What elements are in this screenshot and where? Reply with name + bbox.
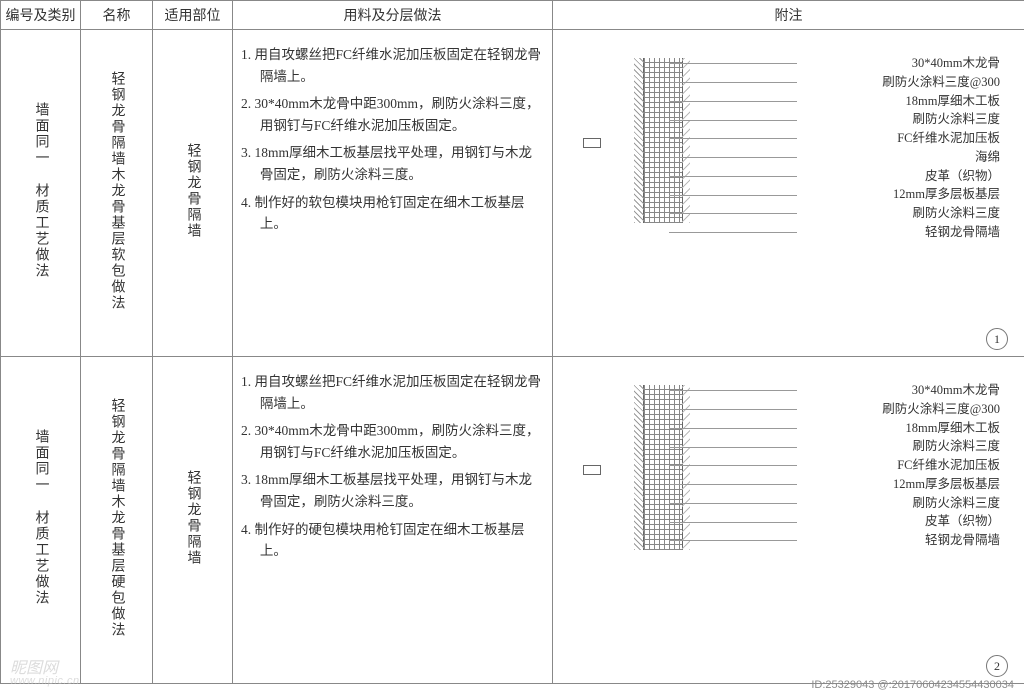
cell-method: 1. 用自攻螺丝把FC纤维水泥加压板固定在轻钢龙骨隔墙上。 2. 30*40mm木… — [233, 30, 553, 357]
cell-name: 轻钢龙骨隔墙木龙骨基层硬包做法 — [81, 357, 153, 684]
table-row: 墙面同一 材质工艺做法轻钢龙骨隔墙木龙骨基层软包做法轻钢龙骨隔墙1. 用自攻螺丝… — [1, 30, 1024, 357]
method-item: 4. 制作好的软包模块用枪钉固定在细木工板基层上。 — [241, 192, 542, 235]
diagram-label: 刷防火涂料三度 — [799, 437, 1004, 456]
name-text: 轻钢龙骨隔墙木龙骨基层软包做法 — [107, 71, 127, 311]
diagram-label: 刷防火涂料三度 — [799, 110, 1004, 129]
scale-box-icon — [583, 138, 601, 148]
cell-category: 墙面同一 材质工艺做法 — [1, 30, 81, 357]
diagram-label: 轻钢龙骨隔墙 — [799, 531, 1004, 550]
scale-box-icon — [583, 465, 601, 475]
section-diagram — [583, 385, 703, 555]
cell-method: 1. 用自攻螺丝把FC纤维水泥加压板固定在轻钢龙骨隔墙上。 2. 30*40mm木… — [233, 357, 553, 684]
name-text: 轻钢龙骨隔墙木龙骨基层硬包做法 — [107, 398, 127, 638]
category-text: 墙面同一 材质工艺做法 — [31, 102, 51, 279]
diagram-label: 刷防火涂料三度 — [799, 494, 1004, 513]
method-item: 1. 用自攻螺丝把FC纤维水泥加压板固定在轻钢龙骨隔墙上。 — [241, 371, 542, 414]
diagram-label: 刷防火涂料三度 — [799, 204, 1004, 223]
method-item: 3. 18mm厚细木工板基层找平处理，用钢钉与木龙骨固定，刷防火涂料三度。 — [241, 142, 542, 185]
diagram-label: FC纤维水泥加压板 — [799, 456, 1004, 475]
cell-note: 30*40mm木龙骨刷防火涂料三度@30018mm厚细木工板刷防火涂料三度FC纤… — [553, 357, 1024, 684]
diagram-label: 18mm厚细木工板 — [799, 92, 1004, 111]
method-list: 1. 用自攻螺丝把FC纤维水泥加压板固定在轻钢龙骨隔墙上。 2. 30*40mm木… — [235, 34, 550, 251]
diagram-label: 30*40mm木龙骨 — [799, 54, 1004, 73]
diagram-label: 30*40mm木龙骨 — [799, 381, 1004, 400]
spec-table: 编号及类别 名称 适用部位 用料及分层做法 附注 墙面同一 材质工艺做法轻钢龙骨… — [0, 0, 1024, 684]
method-item: 2. 30*40mm木龙骨中距300mm，刷防火涂料三度，用钢钉与FC纤维水泥加… — [241, 93, 542, 136]
method-item: 4. 制作好的硬包模块用枪钉固定在细木工板基层上。 — [241, 519, 542, 562]
page-number-badge: 1 — [986, 328, 1008, 350]
th-category: 编号及类别 — [1, 1, 81, 30]
diagram-label: 刷防火涂料三度@300 — [799, 400, 1004, 419]
method-item: 2. 30*40mm木龙骨中距300mm，刷防火涂料三度，用钢钉与FC纤维水泥加… — [241, 420, 542, 463]
diagram-label: 海绵 — [799, 148, 1004, 167]
diagram-label: 18mm厚细木工板 — [799, 419, 1004, 438]
page-number-badge: 2 — [986, 655, 1008, 677]
diagram-label: 皮革（织物） — [799, 512, 1004, 531]
th-part: 适用部位 — [153, 1, 233, 30]
diagram-label: 12mm厚多层板基层 — [799, 475, 1004, 494]
cell-note: 30*40mm木龙骨刷防火涂料三度@30018mm厚细木工板刷防火涂料三度FC纤… — [553, 30, 1024, 357]
diagram-labels: 30*40mm木龙骨刷防火涂料三度@30018mm厚细木工板刷防火涂料三度FC纤… — [799, 54, 1004, 242]
th-name: 名称 — [81, 1, 153, 30]
th-method: 用料及分层做法 — [233, 1, 553, 30]
diagram-label: FC纤维水泥加压板 — [799, 129, 1004, 148]
cell-category: 墙面同一 材质工艺做法 — [1, 357, 81, 684]
diagram-labels: 30*40mm木龙骨刷防火涂料三度@30018mm厚细木工板刷防火涂料三度FC纤… — [799, 381, 1004, 550]
th-note: 附注 — [553, 1, 1024, 30]
table-row: 墙面同一 材质工艺做法轻钢龙骨隔墙木龙骨基层硬包做法轻钢龙骨隔墙1. 用自攻螺丝… — [1, 357, 1024, 684]
diagram-label: 皮革（织物） — [799, 167, 1004, 186]
cell-applicable: 轻钢龙骨隔墙 — [153, 30, 233, 357]
method-list: 1. 用自攻螺丝把FC纤维水泥加压板固定在轻钢龙骨隔墙上。 2. 30*40mm木… — [235, 361, 550, 578]
cell-applicable: 轻钢龙骨隔墙 — [153, 357, 233, 684]
applicable-text: 轻钢龙骨隔墙 — [183, 470, 203, 566]
method-item: 3. 18mm厚细木工板基层找平处理，用钢钉与木龙骨固定，刷防火涂料三度。 — [241, 469, 542, 512]
diagram-label: 刷防火涂料三度@300 — [799, 73, 1004, 92]
section-diagram — [583, 58, 703, 228]
diagram-label: 12mm厚多层板基层 — [799, 185, 1004, 204]
applicable-text: 轻钢龙骨隔墙 — [183, 143, 203, 239]
cell-name: 轻钢龙骨隔墙木龙骨基层软包做法 — [81, 30, 153, 357]
header-row: 编号及类别 名称 适用部位 用料及分层做法 附注 — [1, 1, 1024, 30]
category-text: 墙面同一 材质工艺做法 — [31, 429, 51, 606]
diagram-label: 轻钢龙骨隔墙 — [799, 223, 1004, 242]
image-id: ID:25329043 @:20170604234554430034 — [811, 679, 1014, 691]
method-item: 1. 用自攻螺丝把FC纤维水泥加压板固定在轻钢龙骨隔墙上。 — [241, 44, 542, 87]
